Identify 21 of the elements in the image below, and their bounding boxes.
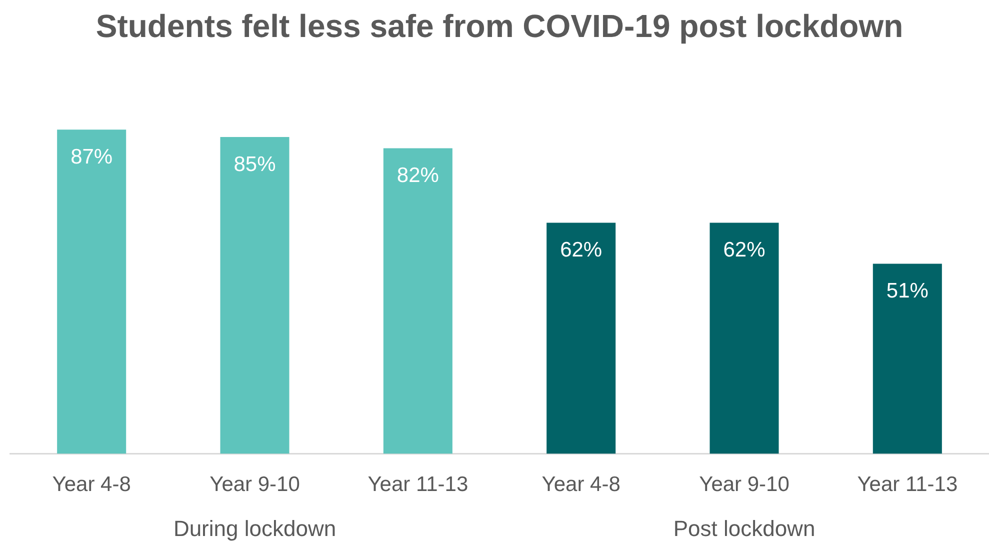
- x-tick-label: Year 9-10: [210, 473, 300, 496]
- x-tick-label: Year 9-10: [699, 473, 790, 496]
- bar: [57, 130, 126, 454]
- text: Post lockdown: [673, 516, 816, 541]
- x-tick-label: Year 4-8: [542, 473, 620, 496]
- data-label: 82%: [396, 164, 439, 188]
- data-label: 87%: [70, 145, 113, 168]
- bar: [546, 222, 616, 454]
- x-tick-label: Year 4-8: [52, 473, 131, 496]
- data-label: 51%: [886, 280, 928, 303]
- bar: [220, 137, 290, 454]
- data-label: 62%: [723, 238, 766, 262]
- bar: [872, 264, 942, 454]
- bar: [383, 148, 452, 454]
- data-label: 62%: [560, 238, 602, 262]
- chart-title: Students felt less safe from COVID-19 post lockdown: [96, 8, 904, 44]
- bar: [710, 222, 779, 454]
- x-tick-label: Year 11-13: [368, 473, 468, 496]
- data-label: 85%: [234, 152, 276, 176]
- text: During lockdown: [173, 516, 336, 541]
- x-tick-label: Year 11-13: [857, 473, 958, 496]
